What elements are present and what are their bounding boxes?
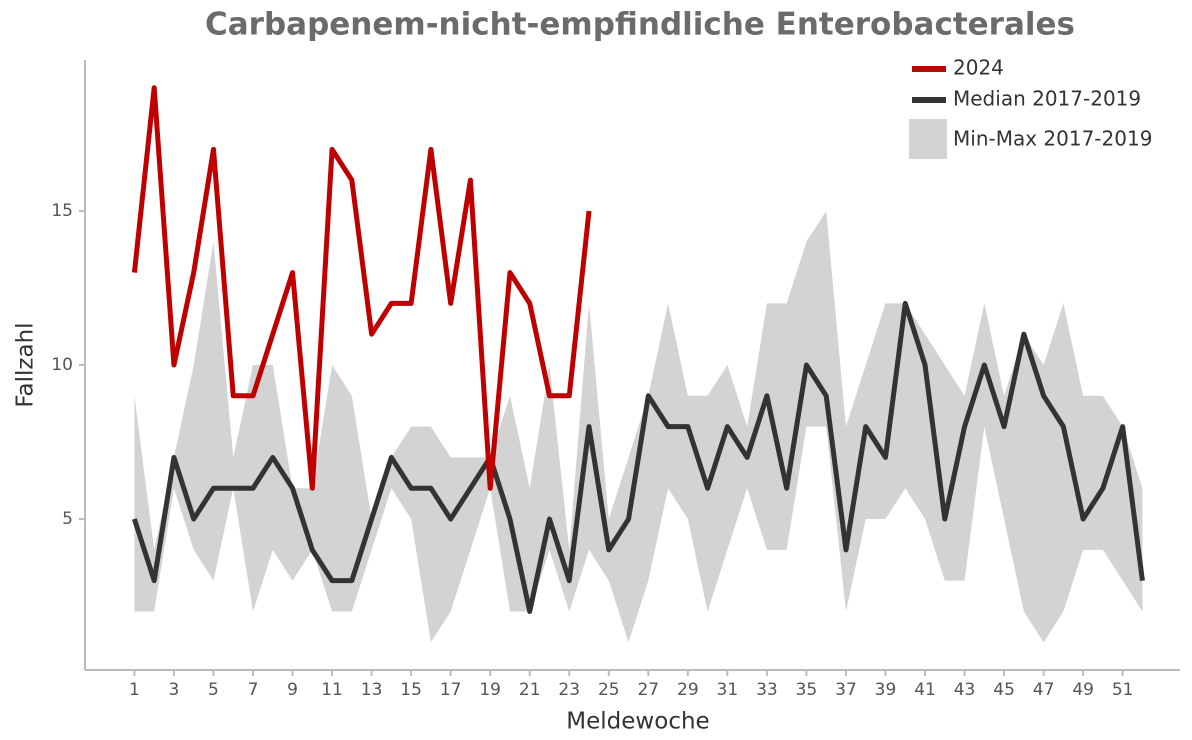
x-tick-label: 27 <box>637 680 659 700</box>
x-tick-label: 11 <box>321 680 343 700</box>
series-line <box>131 85 592 491</box>
x-tick-label: 17 <box>440 680 462 700</box>
x-tick-label: 7 <box>248 680 259 700</box>
x-tick-label: 37 <box>835 680 857 700</box>
x-axis-label: Meldewoche <box>566 709 709 735</box>
x-tick-label: 31 <box>717 680 739 700</box>
x-tick-label: 43 <box>954 680 976 700</box>
x-tick-label: 9 <box>287 680 298 700</box>
x-tick-label: 21 <box>519 680 541 700</box>
x-tick-label: 15 <box>400 680 422 700</box>
chart-title: Carbapenem-nicht-empfindliche Enterobact… <box>205 7 1075 43</box>
x-tick-label: 41 <box>914 680 936 700</box>
x-tick-label: 49 <box>1072 680 1094 700</box>
y-axis-label: Fallzahl <box>13 322 39 407</box>
min-max-band <box>134 210 1143 643</box>
x-tick-label: 29 <box>677 680 699 700</box>
x-tick-label: 3 <box>169 680 180 700</box>
legend-swatch <box>909 119 947 159</box>
legend-label: Median 2017-2019 <box>953 87 1141 111</box>
x-tick-label: 45 <box>993 680 1015 700</box>
x-tick-label: 25 <box>598 680 620 700</box>
x-tick-label: 23 <box>558 680 580 700</box>
x-tick-label: 19 <box>479 680 501 700</box>
x-tick-label: 47 <box>1033 680 1055 700</box>
x-tick-label: 51 <box>1112 680 1134 700</box>
x-tick-label: 5 <box>208 680 219 700</box>
legend-label: 2024 <box>953 56 1004 80</box>
x-tick-label: 1 <box>129 680 140 700</box>
x-tick-label: 33 <box>756 680 778 700</box>
y-tick-label: 15 <box>51 201 73 221</box>
series-line <box>132 300 1145 614</box>
y-tick-label: 10 <box>51 355 73 375</box>
y-tick-label: 5 <box>62 509 73 529</box>
x-tick-label: 35 <box>796 680 818 700</box>
x-tick-label: 39 <box>875 680 897 700</box>
legend-label: Min-Max 2017-2019 <box>953 127 1152 151</box>
x-tick-label: 13 <box>361 680 383 700</box>
